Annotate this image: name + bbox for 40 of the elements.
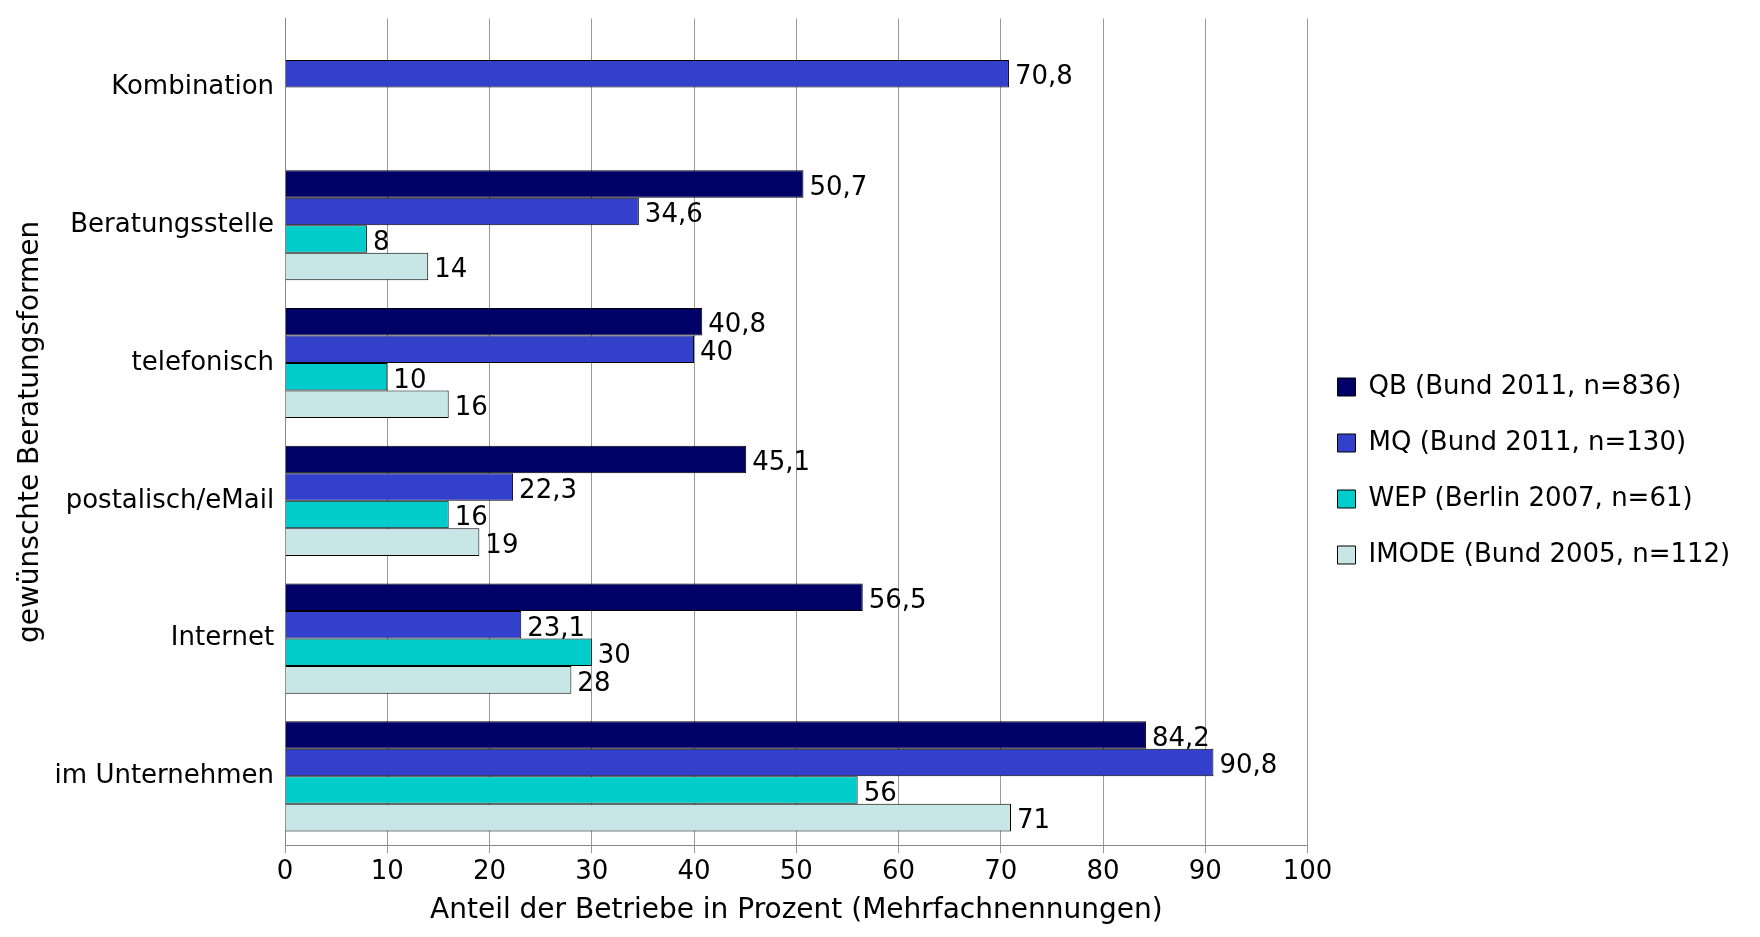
legend-label: MQ (Bund 2011, n=130) <box>1368 425 1687 456</box>
data-label: 19 <box>485 528 519 559</box>
x-tick-label: 90 <box>1188 854 1222 885</box>
data-label: 70,8 <box>1014 60 1073 91</box>
data-label: 22,3 <box>519 473 577 504</box>
legend-label: QB (Bund 2011, n=836) <box>1368 369 1682 400</box>
data-label: 56,5 <box>868 583 927 614</box>
data-label: 16 <box>454 391 488 422</box>
data-label: 50,7 <box>809 170 868 201</box>
data-label: 10 <box>393 363 427 394</box>
legend-label: WEP (Berlin 2007, n=61) <box>1368 481 1693 512</box>
x-tick-label: 20 <box>473 854 507 885</box>
y-tick-label: im Unternehmen <box>54 759 275 790</box>
y-tick-label: Internet <box>170 621 275 652</box>
data-label: 16 <box>454 501 488 532</box>
y-tick-label: postalisch/eMail <box>65 483 275 514</box>
data-label: 23,1 <box>527 611 586 642</box>
x-tick-label: 0 <box>276 854 294 885</box>
y-axis-title: gewünschte Beratungsformen <box>12 220 46 644</box>
data-label: 34,6 <box>644 198 703 229</box>
x-tick-label: 100 <box>1282 854 1333 885</box>
x-tick-label: 30 <box>575 854 609 885</box>
y-tick-label: Kombination <box>111 70 275 101</box>
data-label: 56 <box>863 776 897 807</box>
y-tick-label: telefonisch <box>131 345 275 376</box>
y-tick-label: Beratungsstelle <box>70 208 275 238</box>
data-label: 90,8 <box>1219 749 1278 780</box>
x-tick-label: 50 <box>779 854 813 885</box>
x-tick-label: 40 <box>677 854 711 885</box>
data-label: 84,2 <box>1151 721 1210 752</box>
x-tick-label: 80 <box>1086 854 1120 885</box>
x-tick-label: 10 <box>370 854 404 885</box>
x-tick-label: 70 <box>984 854 1018 885</box>
x-tick-label: 60 <box>881 854 916 885</box>
data-label: 8 <box>372 225 390 256</box>
data-label: 14 <box>434 253 468 284</box>
legend-label: IMODE (Bund 2005, n=112) <box>1368 537 1731 568</box>
x-axis-title: Anteil der Betriebe in Prozent (Mehrfachnennungen) <box>430 892 1163 926</box>
data-label: 71 <box>1017 804 1051 835</box>
data-label: 45,1 <box>752 446 811 477</box>
